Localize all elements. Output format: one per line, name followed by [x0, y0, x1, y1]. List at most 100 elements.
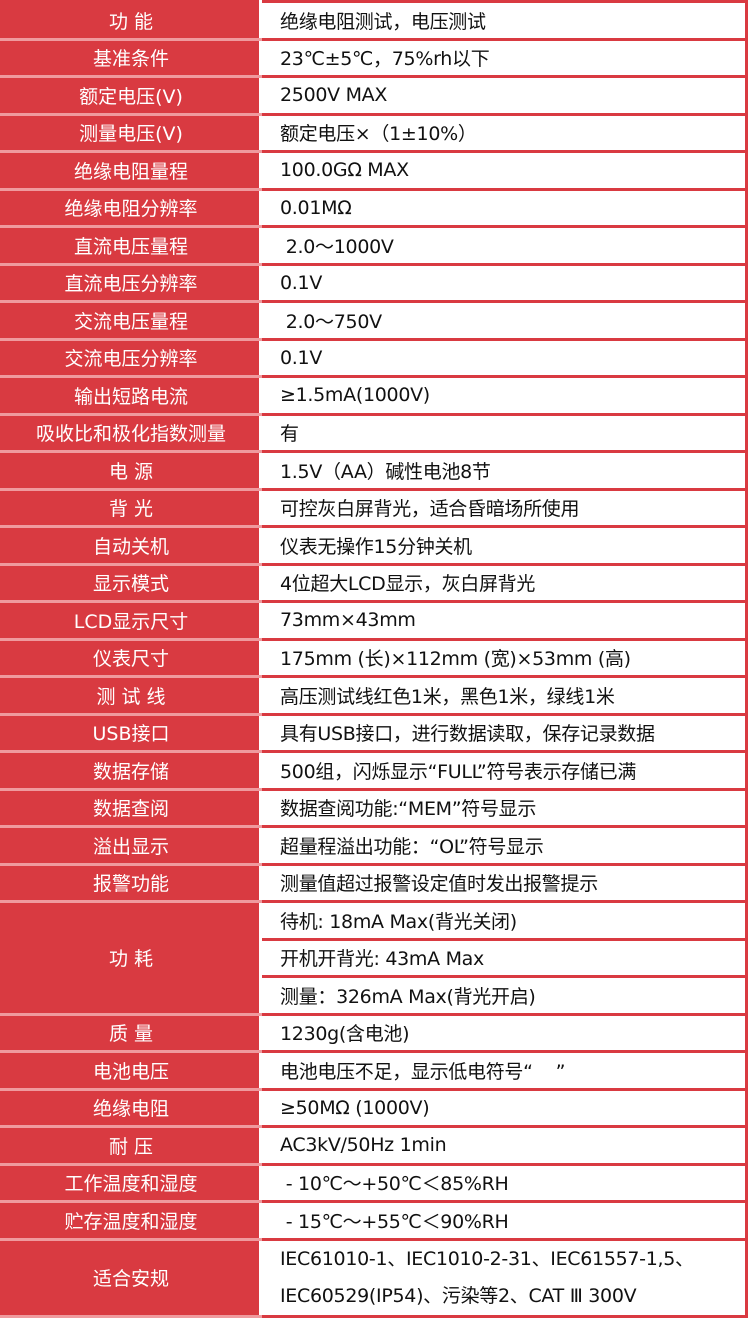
spec-value: 2.0～1000V	[259, 225, 748, 266]
spec-value: 待机: 18mA Max(背光关闭)	[259, 900, 748, 941]
spec-row: 仪表尺寸 175mm (长)×112mm (宽)×53mm (高)	[0, 637, 748, 678]
spec-row: 电 源 1.5V（AA）碱性电池8节	[0, 450, 748, 491]
spec-row: 交流电压分辨率 0.1V	[0, 337, 748, 378]
spec-row: 绝缘电阻量程 100.0GΩ MAX	[0, 150, 748, 191]
spec-value: 具有USB接口，进行数据读取，保存记录数据	[259, 712, 748, 753]
spec-label: 电池电压	[0, 1050, 262, 1091]
spec-row: 测 试 线高压测试线红色1米，黑色1米，绿线1米	[0, 675, 748, 716]
spec-label: 绝缘电阻量程	[0, 150, 262, 191]
spec-row: 数据存储 500组，闪烁显示“FULL”符号表示存储已满	[0, 750, 748, 791]
spec-row: 输出短路电流 ≥1.5mA(1000V)	[0, 375, 748, 416]
spec-value: 1.5V（AA）碱性电池8节	[259, 450, 748, 491]
spec-label: 报警功能	[0, 862, 262, 903]
spec-value: 100.0GΩ MAX	[259, 150, 748, 191]
spec-row: 耐 压 AC3kV/50Hz 1min	[0, 1125, 748, 1166]
spec-value: 4位超大LCD显示，灰白屏背光	[259, 562, 748, 603]
spec-row: 额定电压(V) 2500V MAX	[0, 75, 748, 116]
spec-value: 23℃±5℃，75%rh以下	[259, 37, 748, 78]
spec-row: 直流电压分辨率 0.1V	[0, 262, 748, 303]
spec-value: 2500V MAX	[259, 75, 748, 116]
spec-value: 测量：326mA Max(背光开启)	[259, 975, 748, 1016]
spec-row: 交流电压量程 2.0～750V	[0, 300, 748, 341]
spec-value: 仪表无操作15分钟关机	[259, 525, 748, 566]
spec-label: 溢出显示	[0, 825, 262, 866]
spec-value: 数据查阅功能:“MEM”符号显示	[259, 787, 748, 828]
spec-label: 显示模式	[0, 562, 262, 603]
spec-value: ≥50MΩ (1000V)	[259, 1087, 748, 1128]
spec-label: 功 能	[0, 0, 262, 41]
spec-row: 开机开背光: 43mA Max	[2, 937, 748, 978]
spec-row: 功 能绝缘电阻测试，电压测试	[0, 0, 748, 41]
spec-value: 0.01MΩ	[259, 187, 748, 228]
spec-label: 交流电压分辨率	[0, 337, 262, 378]
spec-label: 功 耗	[0, 900, 262, 1016]
spec-label: 交流电压量程	[0, 300, 262, 341]
spec-row: 贮存温度和湿度 - 15℃～+55℃＜90%RH	[0, 1200, 748, 1241]
spec-value: 绝缘电阻测试，电压测试	[259, 0, 748, 41]
spec-row: 数据查阅 数据查阅功能:“MEM”符号显示	[0, 787, 748, 828]
spec-value: 高压测试线红色1米，黑色1米，绿线1米	[259, 675, 748, 716]
spec-row: 基准条件 23℃±5℃，75%rh以下	[0, 37, 748, 78]
spec-row: 测量电压(V) 额定电压×（1±10%）	[0, 112, 748, 153]
spec-row: USB接口 具有USB接口，进行数据读取，保存记录数据	[0, 712, 748, 753]
spec-label: 适合安规	[0, 1237, 262, 1318]
safety-line: IEC61010-1、IEC1010-2-31、IEC61557-1,5、	[280, 1247, 694, 1270]
spec-value: 0.1V	[259, 337, 748, 378]
spec-value: 500组，闪烁显示“FULL”符号表示存储已满	[259, 750, 748, 791]
spec-value: 2.0～750V	[259, 300, 748, 341]
spec-label: 仪表尺寸	[0, 637, 262, 678]
spec-value: 可控灰白屏背光，适合昏暗场所使用	[259, 487, 748, 528]
spec-label: 额定电压(V)	[0, 75, 262, 116]
spec-value: ≥1.5mA(1000V)	[259, 375, 748, 416]
spec-label: 直流电压分辨率	[0, 262, 262, 303]
spec-row: 报警功能 测量值超过报警设定值时发出报警提示	[0, 862, 748, 903]
spec-row: 背 光可控灰白屏背光，适合昏暗场所使用	[0, 487, 748, 528]
safety-line: IEC60529(IP54)、污染等2、CAT Ⅲ 300V	[280, 1284, 637, 1307]
spec-label: 工作温度和湿度	[0, 1162, 262, 1203]
spec-value: AC3kV/50Hz 1min	[259, 1125, 748, 1166]
spec-label: 测量电压(V)	[0, 112, 262, 153]
spec-label: 基准条件	[0, 37, 262, 78]
spec-label: USB接口	[0, 712, 262, 753]
spec-label: 贮存温度和湿度	[0, 1200, 262, 1241]
spec-row: 溢出显示 超量程溢出功能：“OL”符号显示	[0, 825, 748, 866]
spec-label: 背 光	[0, 487, 262, 528]
spec-label: 质 量	[0, 1012, 262, 1053]
spec-row: 显示模式 4位超大LCD显示，灰白屏背光	[0, 562, 748, 603]
spec-label: 绝缘电阻	[0, 1087, 262, 1128]
spec-row: 电池电压 电池电压不足，显示低电符号“ ”	[0, 1050, 748, 1091]
spec-label: 输出短路电流	[0, 375, 262, 416]
spec-row: 工作温度和湿度 - 10℃～+50℃＜85%RH	[0, 1162, 748, 1203]
spec-label: 自动关机	[0, 525, 262, 566]
spec-value: 0.1V	[259, 262, 748, 303]
spec-value: 电池电压不足，显示低电符号“ ”	[259, 1050, 748, 1091]
spec-value: - 15℃～+55℃＜90%RH	[259, 1200, 748, 1241]
spec-label: 数据查阅	[0, 787, 262, 828]
spec-value: 超量程溢出功能：“OL”符号显示	[259, 825, 748, 866]
spec-row: 自动关机 仪表无操作15分钟关机	[0, 525, 748, 566]
spec-label: 数据存储	[0, 750, 262, 791]
spec-value: 175mm (长)×112mm (宽)×53mm (高)	[259, 637, 748, 678]
spec-value: 有	[259, 412, 748, 453]
spec-row: 绝缘电阻 ≥50MΩ (1000V)	[0, 1087, 748, 1128]
spec-label: 直流电压量程	[0, 225, 262, 266]
spec-label: 耐 压	[0, 1125, 262, 1166]
spec-row: 绝缘电阻分辨率 0.01MΩ	[0, 187, 748, 228]
spec-label: 吸收比和极化指数测量	[0, 412, 262, 453]
spec-value: 73mm×43mm	[259, 600, 748, 641]
spec-row: 功 耗待机: 18mA Max(背光关闭)	[0, 900, 748, 1016]
spec-row: 质 量 1230g(含电池)	[0, 1012, 748, 1053]
spec-label: LCD显示尺寸	[0, 600, 262, 641]
spec-value: 测量值超过报警设定值时发出报警提示	[259, 862, 748, 903]
spec-value: 开机开背光: 43mA Max	[259, 937, 748, 978]
spec-row: 适合安规 IEC61010-1、IEC1010-2-31、IEC61557-1,5…	[0, 1237, 748, 1318]
spec-row: LCD显示尺寸 73mm×43mm	[0, 600, 748, 641]
spec-label: 测 试 线	[0, 675, 262, 716]
spec-label: 电 源	[0, 450, 262, 491]
spec-row: 测量：326mA Max(背光开启)	[2, 975, 748, 1016]
spec-value: 1230g(含电池)	[259, 1012, 748, 1053]
spec-value: 额定电压×（1±10%）	[259, 112, 748, 153]
spec-row: 直流电压量程 2.0～1000V	[0, 225, 748, 266]
spec-value: - 10℃～+50℃＜85%RH	[259, 1162, 748, 1203]
